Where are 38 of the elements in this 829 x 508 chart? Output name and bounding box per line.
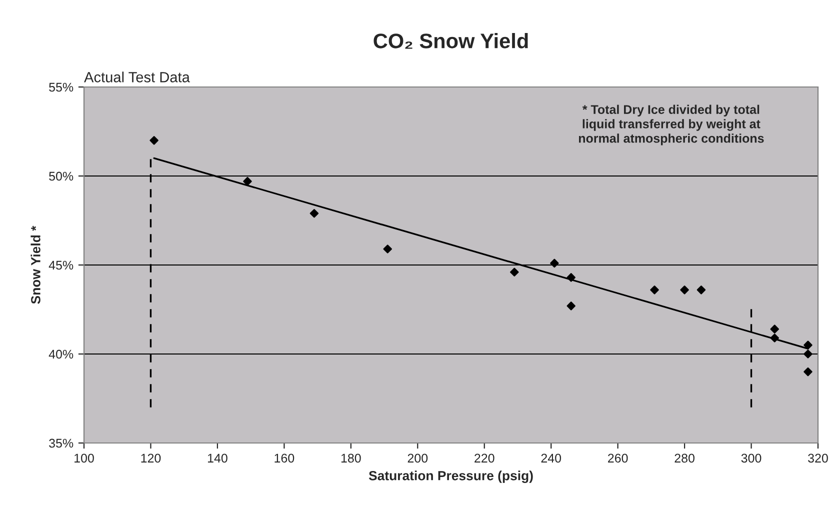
x-tick-label: 200 (408, 454, 428, 463)
y-tick-label: 45% (48, 260, 74, 270)
point (566, 273, 576, 282)
point (804, 340, 812, 350)
point (770, 334, 779, 342)
point (150, 136, 158, 145)
x-tick-label: 300 (741, 454, 762, 463)
y-tick-label: 55% (49, 82, 74, 92)
x-tick-label: 220 (474, 454, 494, 463)
point (310, 209, 319, 218)
x-tick-label: 140 (208, 454, 228, 463)
x-tick-label: 180 (341, 454, 361, 463)
x-tick-label: 120 (141, 454, 161, 463)
point (566, 302, 576, 310)
point (804, 350, 812, 358)
x-tick-label: 100 (74, 454, 94, 463)
point (650, 286, 659, 294)
y-axis-title: Snow Yield * (30, 226, 40, 304)
text: Actual Test Data (84, 72, 190, 82)
x-axis-title: Saturation Pressure (psig) (368, 470, 533, 483)
point (550, 258, 559, 268)
point (243, 176, 252, 186)
x-tick-label: 280 (674, 454, 694, 463)
x-tick-label: 160 (274, 454, 294, 463)
point (510, 268, 519, 276)
chart-title: CO₂ Snow Yield (374, 33, 528, 49)
point (680, 286, 689, 294)
point (804, 367, 812, 376)
x-tick-label: 240 (541, 454, 562, 463)
y-tick-label: 50% (49, 172, 74, 181)
y-tick-label: 35% (49, 438, 74, 448)
point (696, 286, 706, 294)
point (383, 244, 392, 254)
x-tick-label: 320 (808, 454, 828, 463)
x-tick-label: 260 (608, 454, 628, 463)
point (770, 324, 779, 334)
annotation: * Total Dry Ice divided by total liquid transferred by weight at normal atmospheric conditions (578, 104, 764, 146)
y-tick-label: 40% (48, 350, 74, 359)
